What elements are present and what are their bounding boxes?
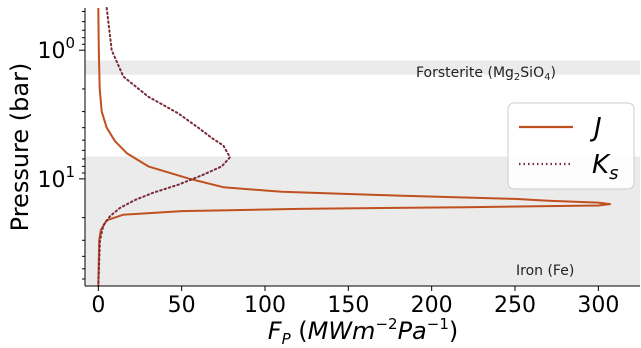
x-tick-label: 0 xyxy=(91,293,105,318)
series-line-j xyxy=(97,7,611,287)
x-tick-label: 250 xyxy=(494,293,536,318)
y-tick-label: 100 xyxy=(37,34,75,64)
band-label-forsterite: Forsterite (Mg2SiO4) xyxy=(416,65,556,83)
y-ticks: 100 101 xyxy=(37,10,85,280)
series-layer xyxy=(97,7,611,287)
x-tick-label: 50 xyxy=(168,293,196,318)
x-tick-label: 150 xyxy=(327,293,369,318)
band-labels: Forsterite (Mg2SiO4) Iron (Fe) xyxy=(416,65,574,279)
legend: J Ks xyxy=(507,102,635,190)
x-tick-label: 100 xyxy=(244,293,286,318)
legend-box xyxy=(507,102,635,190)
x-axis-label: FP (MWm−2Pa−1) xyxy=(268,315,459,348)
x-tick-label: 300 xyxy=(577,293,619,318)
band-label-iron: Iron (Fe) xyxy=(516,263,574,279)
legend-label-ks: Ks xyxy=(592,150,618,184)
x-ticks: 0 50 100 150 200 250 300 xyxy=(91,286,619,318)
band-forsterite xyxy=(85,60,640,75)
x-tick-label: 200 xyxy=(411,293,453,318)
y-tick-label: 101 xyxy=(37,163,75,193)
series-line-ks xyxy=(97,7,231,287)
y-axis-label: Pressure (bar) xyxy=(6,63,34,232)
